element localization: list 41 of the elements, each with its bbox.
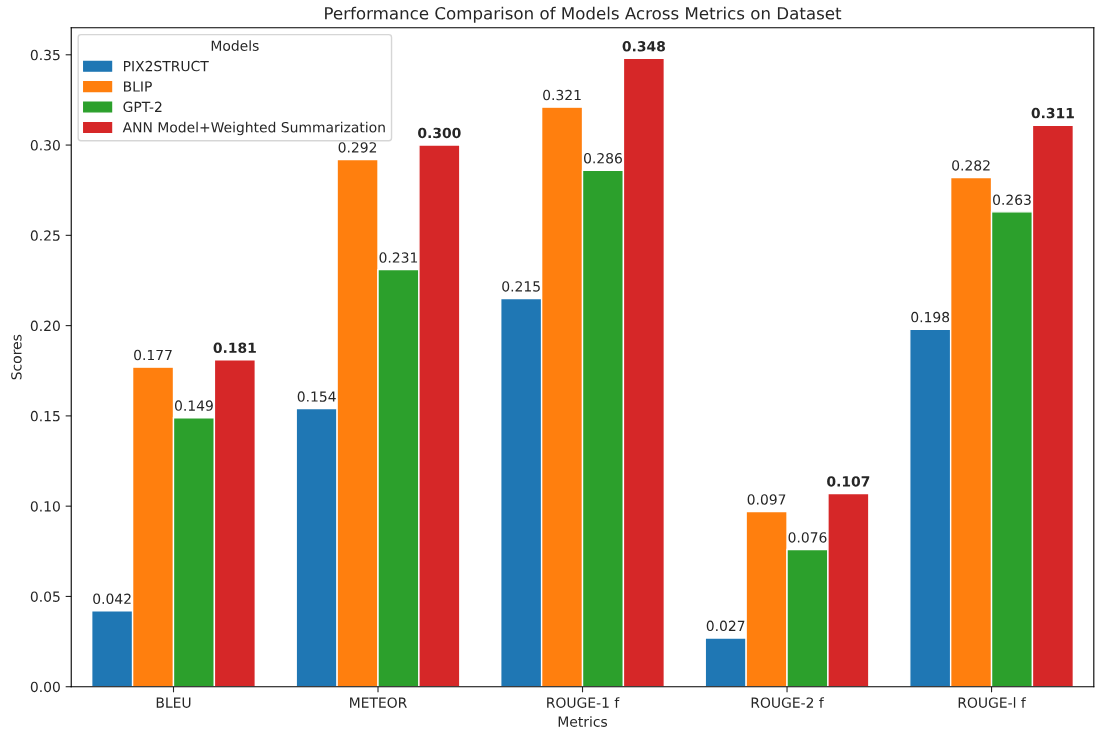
x-tick-label: ROUGE-l f (958, 697, 1027, 708)
y-tick-label: 0.10 (30, 501, 60, 512)
legend-label: PIX2STRUCT (123, 60, 209, 72)
data-label: 0.311 (1031, 107, 1074, 119)
data-label: 0.348 (622, 41, 665, 52)
legend-label: GPT-2 (123, 101, 162, 113)
data-label: 0.198 (911, 311, 950, 323)
x-tick-label: BLEU (156, 697, 191, 708)
y-tick-label: 0.35 (30, 49, 60, 61)
legend-title: Models (211, 40, 259, 51)
data-label: 0.215 (502, 281, 540, 292)
x-tick-label: ROUGE-2 f (751, 697, 825, 708)
x-tick-label: METEOR (350, 697, 407, 708)
y-tick-label: 0.00 (30, 681, 60, 693)
data-label: 0.042 (93, 593, 131, 605)
data-label: 0.149 (174, 400, 213, 411)
data-label: 0.027 (706, 620, 745, 632)
data-label: 0.076 (788, 532, 827, 543)
data-label: 0.292 (338, 142, 377, 153)
legend-label: BLIP (123, 81, 152, 92)
data-label: 0.300 (418, 127, 461, 139)
data-label: 0.107 (827, 476, 870, 487)
data-label: 0.321 (543, 89, 581, 101)
y-axis-title: Scores (11, 334, 22, 380)
data-label: 0.286 (584, 152, 622, 164)
y-tick-label: 0.20 (30, 320, 60, 332)
y-tick-label: 0.05 (30, 591, 60, 602)
data-label: 0.097 (747, 494, 786, 505)
data-label: 0.263 (993, 194, 1031, 206)
x-tick-label: ROUGE-1 f (547, 697, 620, 708)
data-label: 0.154 (297, 391, 336, 402)
y-tick-label: 0.15 (30, 410, 60, 422)
x-axis-title: Metrics (558, 716, 608, 727)
y-tick-label: 0.25 (30, 230, 60, 241)
chart-title: Performance Comparison of Models Across Metrics on Dataset (325, 6, 842, 23)
y-tick-label: 0.30 (30, 140, 60, 151)
legend-label: ANN Model+Weighted Summarization (122, 121, 385, 136)
data-label: 0.181 (213, 342, 256, 354)
data-label: 0.231 (379, 252, 418, 263)
data-label: 0.177 (134, 349, 172, 361)
data-label: 0.282 (952, 160, 990, 171)
